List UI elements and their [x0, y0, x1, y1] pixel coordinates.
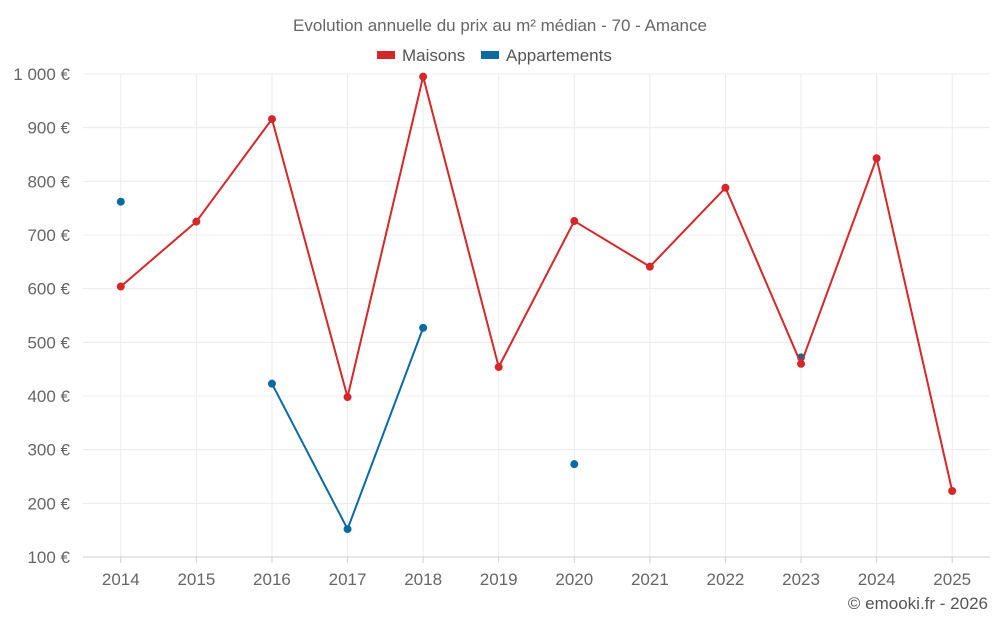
x-tick-label: 2015 — [177, 570, 215, 589]
axes: 100 € 200 € 300 € 400 € 500 € 600 € 700 € 800 €… — [13, 65, 990, 589]
legend-label-appartements: Appartements — [506, 46, 612, 65]
data-point-maisons[interactable] — [116, 282, 125, 291]
data-point-maisons[interactable] — [419, 72, 428, 81]
x-tick-label: 2022 — [707, 570, 745, 589]
y-tick-label: 100 € — [27, 548, 70, 567]
y-tick-label: 500 € — [27, 333, 70, 352]
legend: Maisons Appartements — [377, 46, 612, 65]
y-tick-label: 600 € — [27, 280, 70, 299]
series — [116, 72, 957, 534]
y-tick-label: 200 € — [27, 494, 70, 513]
data-point-appartements[interactable] — [267, 379, 276, 388]
y-tick-label: 400 € — [27, 387, 70, 406]
legend-swatch-maisons — [377, 51, 395, 59]
y-tick-label: 900 € — [27, 119, 70, 138]
x-tick-label: 2016 — [253, 570, 291, 589]
series-maisons — [116, 72, 957, 495]
legend-swatch-appartements — [481, 51, 499, 59]
legend-item-maisons[interactable]: Maisons — [377, 46, 465, 65]
x-tick-label: 2024 — [858, 570, 896, 589]
data-point-appartements[interactable] — [116, 197, 125, 206]
data-point-appartements[interactable] — [343, 525, 352, 534]
x-tick-label: 2025 — [933, 570, 971, 589]
y-tick-label: 1 000 € — [13, 65, 70, 84]
legend-item-appartements[interactable]: Appartements — [481, 46, 612, 65]
x-tick-label: 2021 — [631, 570, 669, 589]
legend-label-maisons: Maisons — [402, 46, 465, 65]
data-point-maisons[interactable] — [797, 359, 806, 368]
data-point-maisons[interactable] — [872, 154, 881, 163]
y-tick-label: 800 € — [27, 172, 70, 191]
data-point-appartements[interactable] — [419, 323, 428, 332]
data-point-appartements[interactable] — [570, 460, 579, 469]
data-point-maisons[interactable] — [343, 393, 352, 402]
x-tick-label: 2019 — [480, 570, 518, 589]
data-point-maisons[interactable] — [948, 486, 957, 495]
data-point-maisons[interactable] — [721, 183, 730, 192]
data-point-maisons[interactable] — [645, 262, 654, 271]
chart-title: Evolution annuelle du prix au m² médian … — [293, 16, 707, 35]
series-appartements — [116, 197, 806, 534]
data-point-maisons[interactable] — [570, 217, 579, 226]
data-point-maisons[interactable] — [494, 363, 503, 372]
grid — [83, 73, 990, 557]
copyright-footer: © emooki.fr - 2026 — [848, 594, 988, 613]
x-tick-label: 2020 — [555, 570, 593, 589]
x-tick-label: 2018 — [404, 570, 442, 589]
x-tick-label: 2017 — [329, 570, 367, 589]
y-tick-label: 300 € — [27, 441, 70, 460]
series-line-maisons — [120, 75, 954, 492]
x-tick-label: 2023 — [782, 570, 820, 589]
data-point-maisons[interactable] — [267, 115, 276, 124]
x-tick-label: 2014 — [102, 570, 140, 589]
data-point-maisons[interactable] — [192, 217, 201, 226]
y-tick-label: 700 € — [27, 226, 70, 245]
